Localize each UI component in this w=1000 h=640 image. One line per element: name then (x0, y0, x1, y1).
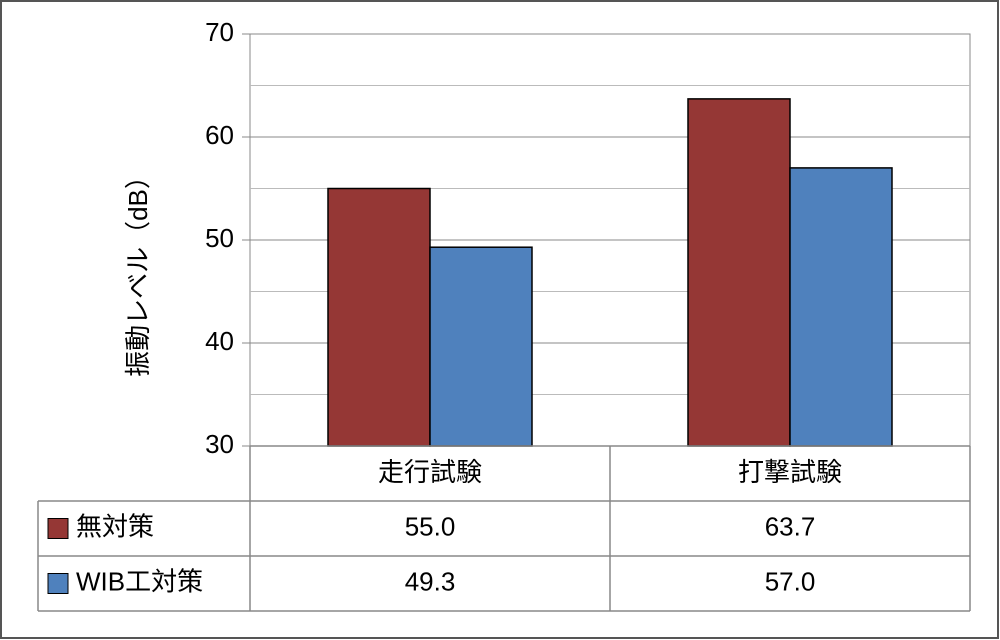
data-label: 55.0 (405, 511, 456, 541)
data-label: 63.7 (765, 511, 816, 541)
bar (789, 167, 893, 447)
y-tick-label: 30 (205, 429, 234, 459)
legend-label: WIB工対策 (76, 566, 203, 596)
y-tick-label: 70 (205, 17, 234, 47)
y-tick-label: 50 (205, 223, 234, 253)
x-tick-label: 打撃試験 (738, 457, 842, 487)
data-label: 57.0 (765, 566, 816, 596)
bar (327, 187, 431, 447)
legend-swatch (47, 573, 69, 594)
bar (687, 98, 791, 447)
y-axis-title: 振動レベル（dB） (123, 163, 153, 377)
data-label: 49.3 (405, 566, 456, 596)
legend-label: 無対策 (76, 511, 154, 541)
legend-swatch (47, 518, 69, 539)
bar (429, 246, 533, 447)
y-tick-label: 40 (205, 326, 234, 356)
x-tick-label: 走行試験 (378, 457, 482, 487)
y-tick-label: 60 (205, 120, 234, 150)
